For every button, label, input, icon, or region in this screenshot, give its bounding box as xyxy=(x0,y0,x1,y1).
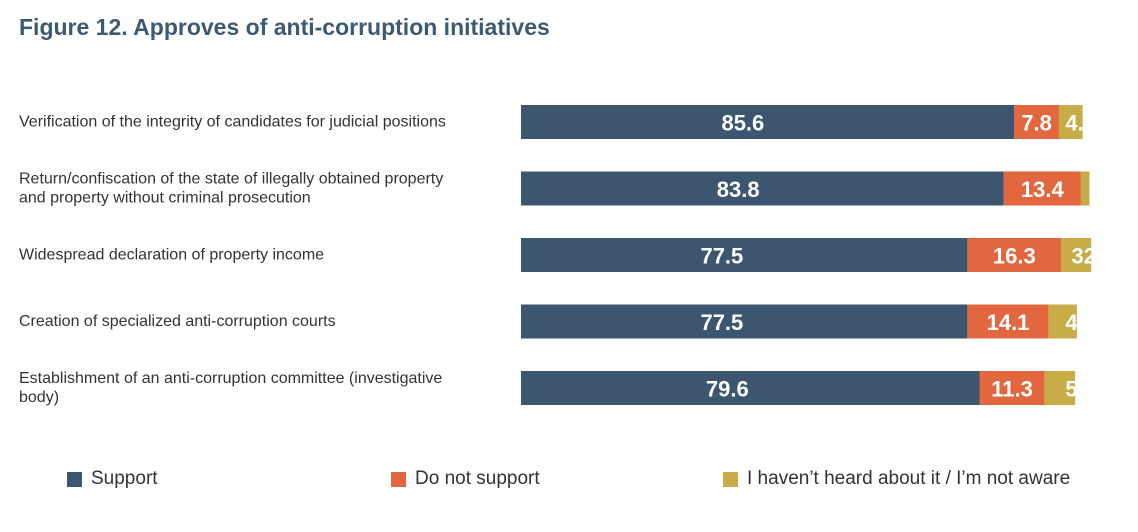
data-label: 4.1 xyxy=(1065,111,1096,136)
bar-segment xyxy=(1058,105,1083,139)
bar-segment xyxy=(1061,238,1092,272)
bar-segment xyxy=(1048,304,1077,339)
category-label: Establishment of an anti-corruption comm… xyxy=(19,370,442,406)
bar-segment xyxy=(967,238,1062,272)
data-label: 85.6 xyxy=(721,111,764,136)
bar-segment xyxy=(521,238,968,272)
legend-swatch xyxy=(723,471,738,487)
category-label: Widespread declaration of property incom… xyxy=(19,247,324,264)
bar-segment xyxy=(521,304,968,339)
data-label: 77.5 xyxy=(700,244,743,269)
category-label: Verification of the integrity of candida… xyxy=(19,114,446,131)
data-label: 7.8 xyxy=(1021,111,1052,136)
chart-legend: Support Do not support I haven’t heard abo… xyxy=(0,468,1138,498)
legend-item: Support xyxy=(67,468,158,490)
bar-segment xyxy=(1003,171,1081,206)
bar-segment xyxy=(1014,105,1059,139)
bar-segment xyxy=(979,371,1045,405)
data-label: 77.5 xyxy=(700,310,743,335)
data-label: 79.6 xyxy=(706,377,749,402)
legend-label: Do not support xyxy=(415,468,540,489)
bar-segment xyxy=(1080,171,1090,206)
legend-item: Do not support xyxy=(391,468,540,490)
legend-label: I haven’t heard about it / I’m not aware xyxy=(747,468,1071,489)
data-label: 14.1 xyxy=(987,310,1030,335)
bar-segment xyxy=(521,171,1004,206)
data-label: 4.9 xyxy=(1065,310,1096,335)
category-label: Creation of specialized anti-corruption … xyxy=(19,313,336,330)
chart-title: Figure 12. Approves of anti-corruption i… xyxy=(19,14,550,40)
legend-label: Support xyxy=(91,468,158,489)
legend-swatch xyxy=(391,471,406,487)
data-label: 11.3 xyxy=(991,377,1033,402)
bar-segment xyxy=(967,304,1049,339)
bar-segment xyxy=(1044,371,1076,405)
data-label: 16.3 xyxy=(993,244,1036,269)
category-label: Return/confiscation of the state of ille… xyxy=(19,171,443,207)
data-label: 32 xyxy=(1072,244,1096,269)
bar-segment xyxy=(521,371,980,405)
data-label: 83.8 xyxy=(717,177,760,202)
data-label: 13.4 xyxy=(1021,177,1065,202)
legend-swatch xyxy=(67,471,82,487)
legend-item: I haven’t heard about it / I’m not aware xyxy=(723,468,1070,490)
data-label: 5.3 xyxy=(1065,377,1096,402)
stacked-bar-chart: Verification of the integrity of candida… xyxy=(19,105,1096,406)
bar-segment xyxy=(521,105,1015,139)
